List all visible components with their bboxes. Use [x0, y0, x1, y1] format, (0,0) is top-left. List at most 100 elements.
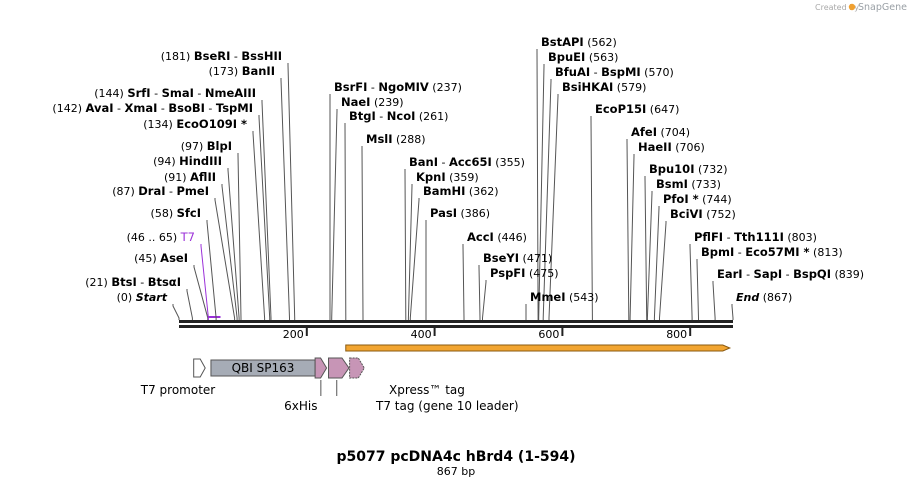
ruler-label-600: 600	[538, 328, 559, 341]
separator: -	[734, 246, 745, 259]
site-label-msli[interactable]: MslI (288)	[366, 132, 426, 146]
site-label-avai[interactable]: (142) AvaI - XmaI - BsoBI - TspMI	[52, 101, 253, 115]
site-label-btgi[interactable]: BtgI - NcoI (261)	[349, 109, 448, 123]
site-label-bseri[interactable]: (181) BseRI - BssHII	[161, 49, 282, 63]
enzyme-name: T7	[180, 230, 195, 244]
enzyme-name: SfcI	[177, 206, 201, 220]
site-line-asei	[193, 265, 209, 320]
site-label-bamhi[interactable]: BamHI (362)	[423, 184, 499, 198]
enzyme-name: Acc65I	[449, 155, 492, 169]
6xhis-arrow[interactable]	[314, 357, 328, 379]
site-label-pspfi[interactable]: PspFI (475)	[490, 266, 559, 280]
site-label-t7[interactable]: (46 .. 65) T7	[127, 230, 195, 244]
site-label-hindiii[interactable]: (94) HindIII	[153, 154, 222, 168]
site-position: (803)	[784, 231, 817, 244]
site-line-bseri	[287, 63, 296, 320]
site-label-mmei[interactable]: MmeI (543)	[530, 290, 599, 304]
site-label-bsihkai[interactable]: BsiHKAI (579)	[562, 80, 646, 94]
site-line-pspfi	[482, 280, 487, 320]
site-position: (0)	[117, 291, 136, 304]
ruler-label-800: 800	[666, 328, 687, 341]
site-line-msli	[361, 146, 364, 320]
enzyme-name: BanI	[409, 155, 438, 169]
enzyme-name: BtgI	[349, 109, 376, 123]
site-label-end[interactable]: End (867)	[736, 291, 792, 304]
backbone-bottom-strand	[179, 325, 733, 328]
sequence-backbone	[179, 320, 733, 328]
site-label-bpuei[interactable]: BpuEI (563)	[548, 50, 618, 64]
t7-tag-arrow[interactable]	[328, 357, 350, 379]
site-label-bfuai[interactable]: BfuAI - BspMI (570)	[555, 65, 674, 79]
enzyme-name: DraI	[138, 184, 165, 198]
t7-promoter-arrow[interactable]	[193, 358, 206, 378]
enzyme-name: PfoI *	[663, 192, 699, 206]
site-label-bsrfi[interactable]: BsrFI - NgoMIV (237)	[334, 80, 462, 94]
site-label-btsi[interactable]: (21) BtsI - BtsαI	[85, 275, 181, 289]
site-position: (386)	[457, 207, 490, 220]
site-line-hindiii	[227, 168, 240, 320]
site-label-kpni[interactable]: KpnI (359)	[416, 170, 479, 184]
site-label-bsmi[interactable]: BsmI (733)	[656, 177, 721, 191]
separator: -	[151, 87, 162, 100]
separator: -	[194, 87, 205, 100]
site-line-haeii	[629, 154, 635, 320]
site-line-naei	[331, 109, 338, 320]
enzyme-name: NaeI	[341, 95, 370, 109]
qbi-sp163-label: QBI SP163	[232, 361, 295, 375]
site-label-bcivi[interactable]: BciVI (752)	[670, 207, 736, 221]
site-label-aflii[interactable]: (91) AflII	[164, 170, 216, 184]
site-position: (563)	[585, 51, 618, 64]
site-label-bseyi[interactable]: BseYI (471)	[483, 251, 552, 265]
site-position: (813)	[810, 246, 843, 259]
site-position: (752)	[703, 208, 736, 221]
site-line-sfci	[206, 220, 217, 320]
site-label-drai[interactable]: (87) DraI - PmeI	[112, 184, 209, 198]
site-label-srfi[interactable]: (144) SrfI - SmaI - NmeAIII	[94, 86, 256, 100]
separator: -	[367, 81, 378, 94]
xpress-tag-arrow[interactable]	[349, 357, 365, 379]
site-line-banii	[280, 78, 290, 320]
site-position: (237)	[429, 81, 462, 94]
site-label-asei[interactable]: (45) AseI	[134, 251, 188, 265]
site-line-acci	[462, 244, 465, 320]
t7-primer-mark[interactable]	[208, 316, 221, 318]
site-position: (239)	[370, 96, 403, 109]
enzyme-name: Bpu10I	[649, 162, 694, 176]
enzyme-name: AccI	[467, 230, 494, 244]
orf-arrow[interactable]	[345, 344, 732, 352]
site-label-bani[interactable]: BanI - Acc65I (355)	[409, 155, 525, 169]
site-label-bpmi[interactable]: BpmI - Eco57MI * (813)	[701, 245, 843, 259]
snapgene-logo-icon	[848, 3, 856, 11]
site-line-bpu10i	[644, 176, 648, 320]
site-label-bstapi[interactable]: BstAPI (562)	[541, 35, 617, 49]
enzyme-name: EarI	[717, 267, 743, 281]
site-label-eco0109i[interactable]: (134) EcoO109I *	[143, 117, 247, 131]
site-label-eari[interactable]: EarI - SapI - BspQI (839)	[717, 267, 864, 281]
enzyme-name: BamHI	[423, 184, 465, 198]
site-label-banii[interactable]: (173) BanII	[209, 64, 275, 78]
site-label-blpi[interactable]: (97) BlpI	[181, 139, 232, 153]
enzyme-name: Start	[136, 291, 168, 304]
site-line-bani	[404, 169, 407, 320]
enzyme-name: BlpI	[207, 139, 232, 153]
site-position: (288)	[393, 133, 426, 146]
site-label-naei[interactable]: NaeI (239)	[341, 95, 404, 109]
site-label-pflfi[interactable]: PflFI - Tth111I (803)	[694, 230, 817, 244]
site-position: (97)	[181, 140, 207, 153]
site-label-start[interactable]: (0) Start	[117, 291, 168, 304]
site-line-btgi	[344, 123, 347, 320]
enzyme-name: HaeII	[638, 140, 672, 154]
site-position: (58)	[151, 207, 177, 220]
enzyme-name: BstAPI	[541, 35, 584, 49]
separator: -	[782, 268, 793, 281]
site-label-haeii[interactable]: HaeII (706)	[638, 140, 705, 154]
site-line-btsi	[186, 289, 193, 320]
site-position: (562)	[584, 36, 617, 49]
site-label-pfoi[interactable]: PfoI * (744)	[663, 192, 732, 206]
site-label-pasi[interactable]: PasI (386)	[430, 206, 490, 220]
site-label-bpu10i[interactable]: Bpu10I (732)	[649, 162, 728, 176]
site-label-acci[interactable]: AccI (446)	[467, 230, 527, 244]
site-label-sfci[interactable]: (58) SfcI	[151, 206, 201, 220]
site-label-ecop15i[interactable]: EcoP15I (647)	[595, 102, 679, 116]
site-label-afei[interactable]: AfeI (704)	[631, 125, 690, 139]
